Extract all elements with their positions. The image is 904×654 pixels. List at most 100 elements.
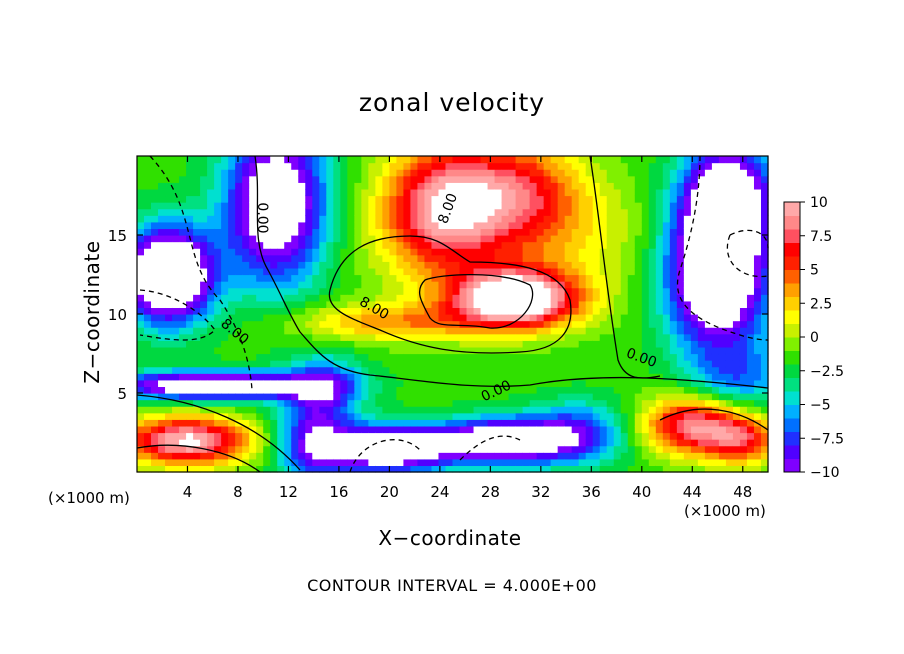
heatmap-cell <box>298 320 306 328</box>
heatmap-cell <box>221 419 229 427</box>
heatmap-cell <box>669 188 678 197</box>
heatmap-cell <box>382 340 390 348</box>
heatmap-cell <box>648 156 657 164</box>
heatmap-cell <box>354 393 362 401</box>
heatmap-cell <box>326 281 334 289</box>
heatmap-cell <box>627 169 636 177</box>
heatmap-cell <box>760 162 769 170</box>
heatmap-cell <box>739 254 748 262</box>
heatmap-cell <box>711 445 720 453</box>
heatmap-cell <box>732 445 741 453</box>
heatmap-cell <box>676 235 685 243</box>
heatmap-cell <box>508 188 517 197</box>
heatmap-cell <box>515 287 524 295</box>
heatmap-cell <box>676 182 685 190</box>
heatmap-cell <box>291 406 299 414</box>
heatmap-cell <box>424 373 433 381</box>
heatmap-cell <box>340 320 348 328</box>
heatmap-cell <box>529 202 538 210</box>
heatmap-cell <box>606 175 615 183</box>
heatmap-cell <box>361 412 369 420</box>
heatmap-cell <box>193 215 201 223</box>
heatmap-cell <box>158 412 166 420</box>
heatmap-cell <box>137 399 145 407</box>
heatmap-cell <box>312 399 320 407</box>
heatmap-cell <box>410 458 419 467</box>
heatmap-cell <box>410 287 419 295</box>
heatmap-cell <box>382 314 390 322</box>
heatmap-cell <box>676 327 685 335</box>
heatmap-cell <box>536 439 545 447</box>
heatmap-cell <box>382 215 390 223</box>
heatmap-cell <box>753 439 762 447</box>
heatmap-cell <box>585 386 594 394</box>
heatmap-cell <box>424 254 433 262</box>
heatmap-cell <box>494 300 503 309</box>
heatmap-cell <box>494 248 503 256</box>
heatmap-cell <box>417 419 426 427</box>
heatmap-cell <box>746 281 755 289</box>
heatmap-cell <box>641 287 650 295</box>
heatmap-cell <box>648 353 657 361</box>
heatmap-cell <box>305 439 313 447</box>
heatmap-cell <box>235 300 243 309</box>
heatmap-cell <box>550 267 559 276</box>
heatmap-cell <box>683 360 692 368</box>
heatmap-cell <box>179 307 187 315</box>
heatmap-cell <box>312 241 320 249</box>
heatmap-cell <box>711 188 720 197</box>
heatmap-cell <box>298 156 306 164</box>
heatmap-cell <box>179 379 187 388</box>
heatmap-cell <box>165 281 173 289</box>
heatmap-cell <box>193 235 201 243</box>
heatmap-cell <box>543 360 552 368</box>
heatmap-cell <box>340 162 348 170</box>
heatmap-cell <box>445 248 454 256</box>
heatmap-cell <box>718 353 727 361</box>
heatmap-cell <box>508 393 517 401</box>
heatmap-cell <box>368 188 376 197</box>
heatmap-cell <box>543 458 552 467</box>
heatmap-cell <box>410 366 419 374</box>
heatmap-cell <box>361 346 369 355</box>
heatmap-cell <box>753 406 762 414</box>
heatmap-cell <box>487 432 496 440</box>
heatmap-cell <box>137 327 145 335</box>
heatmap-cell <box>214 386 222 394</box>
heatmap-cell <box>298 162 306 170</box>
heatmap-cell <box>298 452 306 460</box>
heatmap-cell <box>473 162 482 170</box>
heatmap-cell <box>480 366 489 374</box>
heatmap-cell <box>263 267 271 276</box>
heatmap-cell <box>347 300 355 309</box>
heatmap-cell <box>746 340 755 348</box>
heatmap-cell <box>424 366 433 374</box>
heatmap-cell <box>375 373 383 381</box>
heatmap-cell <box>515 307 524 315</box>
heatmap-cell <box>249 248 257 256</box>
heatmap-cell <box>186 314 194 322</box>
heatmap-cell <box>718 458 727 467</box>
heatmap-cell <box>137 320 145 328</box>
heatmap-cell <box>242 221 250 230</box>
heatmap-cell <box>424 228 433 236</box>
heatmap-cell <box>592 445 601 453</box>
heatmap-cell <box>249 175 257 183</box>
heatmap-cell <box>151 366 159 374</box>
heatmap-cell <box>760 452 769 460</box>
heatmap-cell <box>221 208 229 216</box>
heatmap-cell <box>732 254 741 262</box>
heatmap-cell <box>732 432 741 440</box>
heatmap-cell <box>606 393 615 401</box>
heatmap-cell <box>487 373 496 381</box>
heatmap-cell <box>669 169 678 177</box>
heatmap-cell <box>354 406 362 414</box>
heatmap-cell <box>725 162 734 170</box>
heatmap-cell <box>221 445 229 453</box>
heatmap-cell <box>249 366 257 374</box>
heatmap-cell <box>662 465 671 473</box>
heatmap-cell <box>235 307 243 315</box>
heatmap-cell <box>725 156 734 164</box>
heatmap-cell <box>221 465 229 473</box>
heatmap-cell <box>466 458 475 467</box>
